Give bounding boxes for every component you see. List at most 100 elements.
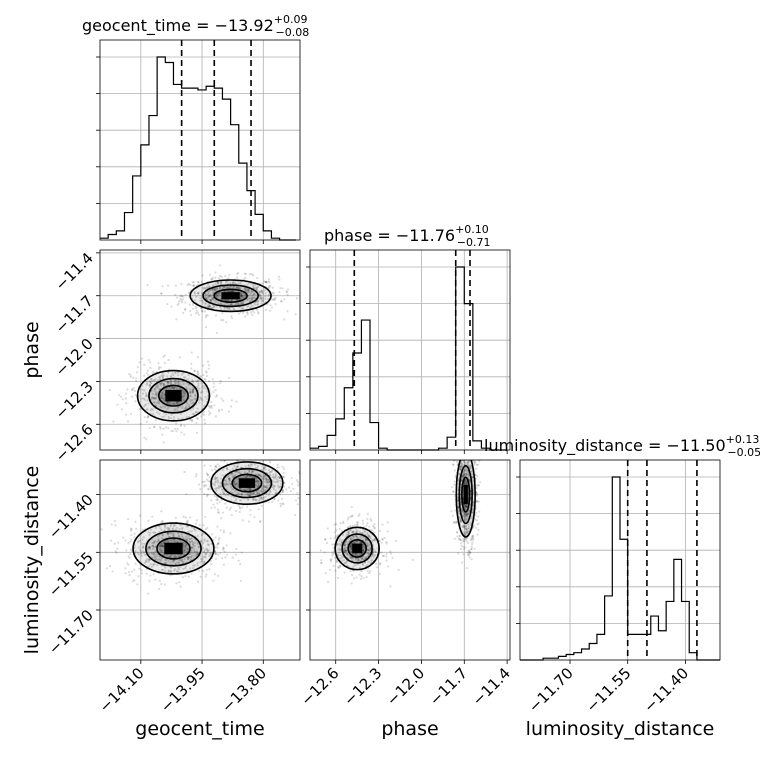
sample-point [411,558,414,561]
sample-point [169,402,172,405]
sample-point [161,394,164,397]
sample-point [156,393,159,396]
sample-point [221,546,225,549]
sample-point [258,498,261,501]
sample-point [385,542,388,545]
sample-point [465,531,469,534]
sample-point [459,518,462,521]
sample-point [156,539,159,542]
sample-point [368,549,371,552]
sample-point [202,364,205,367]
sample-point [243,277,246,281]
sample-point [380,551,383,554]
sample-point [469,551,472,554]
sample-point [138,407,141,410]
sample-point [150,407,153,411]
sample-point [158,382,161,385]
sample-point [241,307,244,310]
sample-point [362,576,365,580]
sample-point [192,307,195,310]
sample-point [469,522,473,525]
sample-point [141,397,144,400]
sample-point [247,470,251,473]
sample-point [161,376,164,379]
sample-point [204,553,207,556]
sample-point [189,537,192,541]
sample-point [280,300,283,303]
sample-point [466,455,468,457]
sample-point [196,564,199,567]
sample-point [251,294,254,297]
sample-point [272,488,275,491]
sample-point [154,392,158,395]
sample-point [366,552,370,555]
sample-point [367,534,370,537]
sample-point [225,483,228,486]
sample-point [348,556,352,559]
sample-point [208,413,211,416]
sample-point [465,539,468,543]
sample-point [188,303,191,306]
sample-point [463,517,466,520]
contour-line [221,467,273,499]
sample-point [214,557,218,561]
sample-point [116,547,119,550]
sample-point [289,490,293,493]
sample-point [181,417,184,420]
sample-point [124,571,127,575]
sample-point [165,387,168,390]
sample-point [162,355,165,358]
sample-point [249,492,252,495]
sample-point [191,391,195,394]
sample-point [172,524,175,527]
sample-point [138,361,141,364]
sample-point [157,378,160,382]
sample-point [349,543,352,547]
title-luminosity-distance: luminosity_distance = −11.50+0.13 −0.05 [484,433,760,459]
sample-point [202,550,206,554]
sample-point [154,555,157,558]
sample-point [145,438,148,441]
sample-point [261,292,264,295]
sample-point [349,546,353,549]
sample-point [205,478,209,481]
sample-point [260,475,263,478]
sample-point [203,287,206,290]
sample-point [256,289,259,292]
sample-point [198,545,201,548]
sample-point [156,401,159,404]
sample-point [172,559,175,563]
sample-point [229,482,232,485]
sample-point [346,532,350,535]
sample-point [206,285,209,288]
sample-point [182,395,185,398]
sample-point [137,546,141,549]
sample-point [152,553,155,556]
sample-point [338,544,341,547]
sample-point [147,530,150,534]
sample-point [457,509,460,512]
sample-point [195,473,198,476]
sample-point [204,552,208,555]
sample-point [205,495,209,498]
sample-point [145,383,149,386]
sample-point [336,576,339,580]
sample-point [463,515,466,519]
sample-point [212,390,215,394]
sample-point [140,542,144,545]
sample-point [160,549,163,552]
sample-point [217,553,220,556]
sample-point [208,285,211,289]
sample-point [464,461,468,465]
sample-point [168,555,172,558]
sample-point [167,535,170,538]
sample-point [263,289,266,292]
sample-point [338,551,341,554]
sample-point [378,563,382,566]
sample-point [166,532,169,535]
sample-point [464,514,467,517]
sample-point [324,572,327,575]
sample-point [355,540,359,543]
sample-point [192,407,195,410]
sample-point [461,474,464,478]
